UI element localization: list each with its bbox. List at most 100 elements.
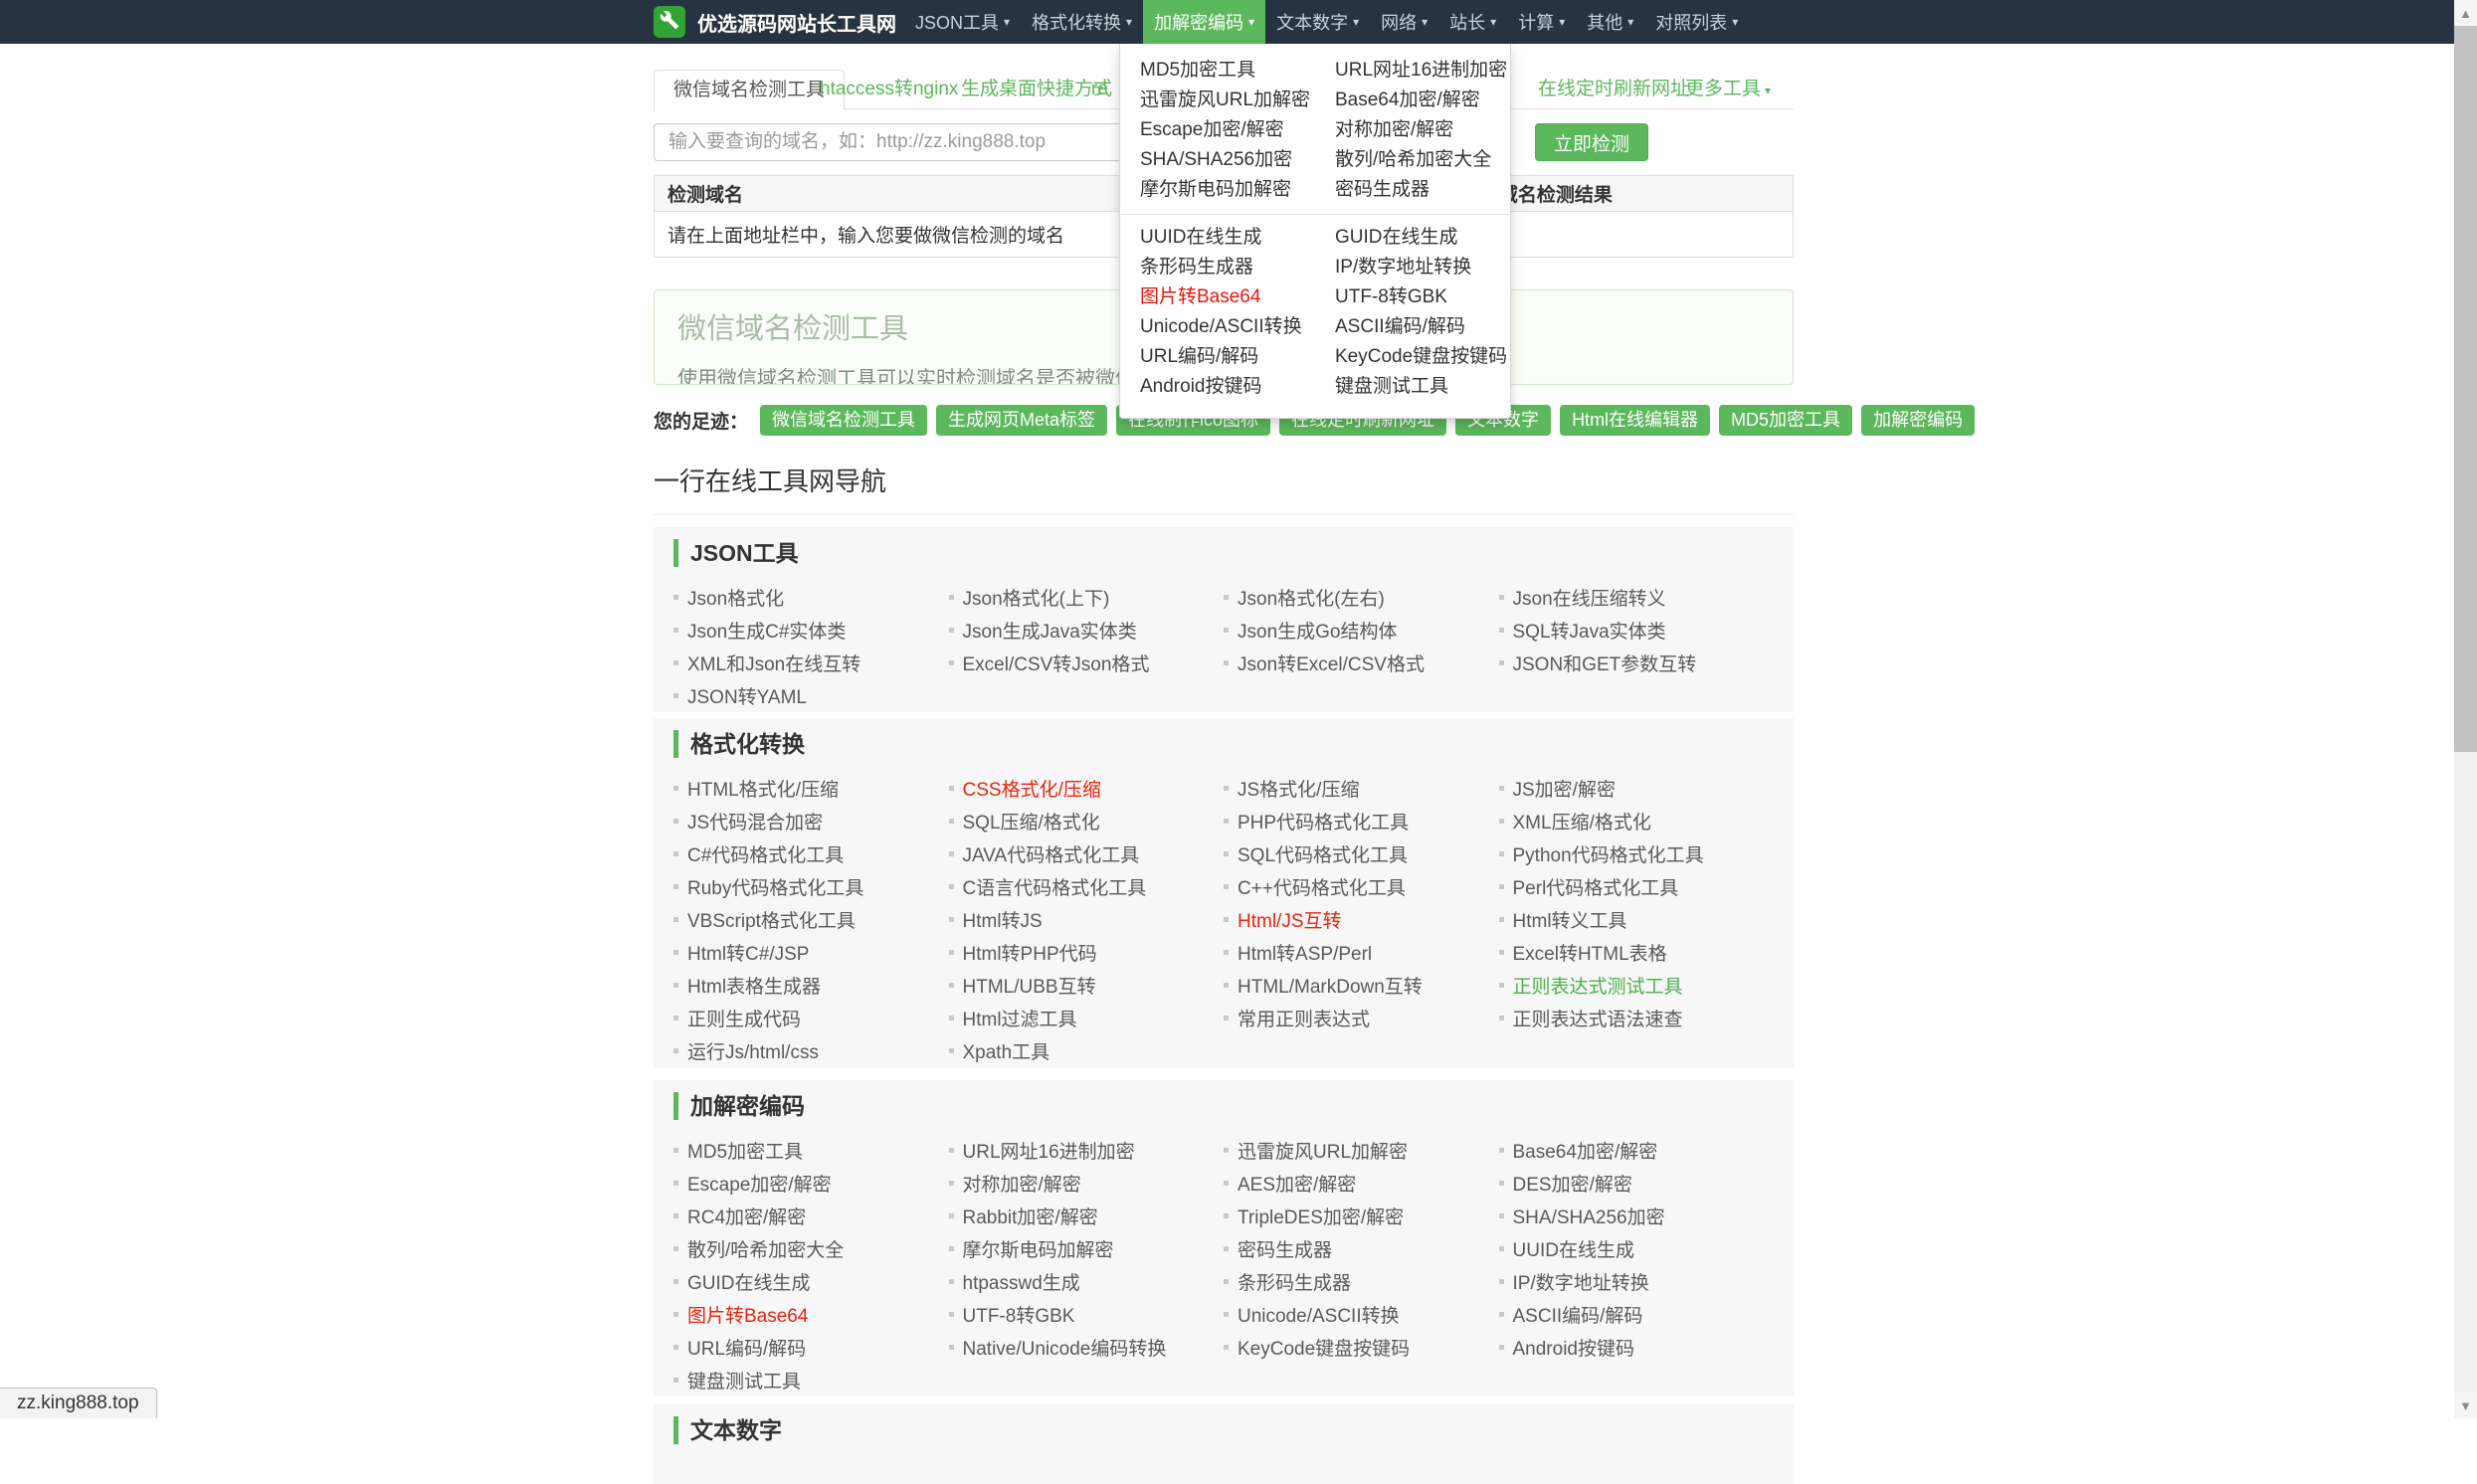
dropdown-item[interactable]: ASCII编码/解码 (1335, 316, 1465, 337)
nav-item[interactable]: 对照列表 ▾ (1655, 13, 1739, 33)
tool-link[interactable]: Html转PHP代码 (962, 944, 1097, 965)
tool-link[interactable]: URL网址16进制加密 (962, 1142, 1135, 1163)
dropdown-item[interactable]: IP/数字地址转换 (1335, 257, 1472, 278)
tool-link[interactable]: SHA/SHA256加密 (1512, 1207, 1665, 1228)
tool-link[interactable]: HTML格式化/压缩 (687, 780, 840, 801)
tool-link[interactable]: 散列/哈希加密大全 (687, 1240, 845, 1261)
tool-link[interactable]: Json格式化 (687, 589, 785, 610)
tool-link[interactable]: Html转ASP/Perl (1238, 944, 1373, 965)
tool-link[interactable]: GUID在线生成 (687, 1273, 811, 1294)
tool-link[interactable]: Xpath工具 (962, 1042, 1050, 1063)
tool-link[interactable]: Json格式化(左右) (1238, 589, 1385, 610)
dropdown-item[interactable]: URL编码/解码 (1140, 346, 1259, 367)
dropdown-item[interactable]: 迅雷旋风URL加解密 (1140, 90, 1311, 110)
tool-link[interactable]: Json生成C#实体类 (687, 622, 847, 643)
tool-link[interactable]: Json生成Go结构体 (1238, 622, 1398, 643)
tool-link[interactable]: HTML/MarkDown互转 (1238, 977, 1423, 998)
tool-link[interactable]: UUID在线生成 (1512, 1240, 1634, 1261)
scroll-up-icon[interactable]: ▲ (2454, 0, 2477, 26)
nav-item[interactable]: 网络 ▾ (1381, 13, 1429, 33)
tool-link[interactable]: Native/Unicode编码转换 (962, 1339, 1167, 1360)
tab-4[interactable]: re (1091, 79, 1108, 99)
tool-link[interactable]: htpasswd生成 (962, 1273, 1080, 1294)
dropdown-item[interactable]: 散列/哈希加密大全 (1335, 149, 1492, 170)
tool-link[interactable]: Html过滤工具 (962, 1010, 1077, 1030)
tool-link[interactable]: SQL转Java实体类 (1512, 622, 1666, 643)
tool-link[interactable]: Html表格生成器 (687, 977, 822, 998)
tool-link[interactable]: 键盘测试工具 (687, 1372, 802, 1392)
site-logo[interactable] (654, 6, 685, 38)
tool-link[interactable]: VBScript格式化工具 (687, 911, 856, 932)
tool-link[interactable]: JSON和GET参数互转 (1512, 654, 1697, 675)
tool-link[interactable]: Json转Excel/CSV格式 (1238, 654, 1425, 675)
tool-link[interactable]: JS加密/解密 (1512, 780, 1616, 801)
tool-link[interactable]: Excel/CSV转Json格式 (962, 654, 1150, 675)
tab-2[interactable]: htaccess转nginx (820, 79, 959, 99)
dropdown-item[interactable]: Escape加密/解密 (1140, 119, 1284, 140)
tool-link[interactable]: 迅雷旋风URL加解密 (1238, 1142, 1409, 1163)
tool-link[interactable]: CSS格式化/压缩 (962, 780, 1101, 801)
dropdown-item[interactable]: GUID在线生成 (1335, 227, 1458, 248)
tool-link[interactable]: SQL代码格式化工具 (1238, 845, 1409, 866)
tool-link[interactable]: Android按键码 (1512, 1339, 1635, 1360)
tool-link[interactable]: 图片转Base64 (687, 1306, 809, 1327)
tool-link[interactable]: DES加密/解密 (1512, 1175, 1632, 1196)
tool-link[interactable]: HTML/UBB互转 (962, 977, 1096, 998)
check-now-button[interactable]: 立即检测 (1535, 123, 1649, 161)
tool-link[interactable]: JAVA代码格式化工具 (962, 845, 1140, 866)
dropdown-item[interactable]: 图片转Base64 (1140, 286, 1261, 307)
nav-item[interactable]: 加解密编码 ▾ (1143, 0, 1266, 44)
dropdown-item[interactable]: Unicode/ASCII转换 (1140, 316, 1302, 337)
tool-link[interactable]: Rabbit加密/解密 (962, 1207, 1098, 1228)
dropdown-item[interactable]: SHA/SHA256加密 (1140, 149, 1293, 170)
tool-link[interactable]: XML和Json在线互转 (687, 654, 861, 675)
tool-link[interactable]: 密码生成器 (1238, 1240, 1333, 1261)
tool-link[interactable]: Base64加密/解密 (1512, 1142, 1658, 1163)
dropdown-item[interactable]: UTF-8转GBK (1335, 286, 1447, 307)
tool-link[interactable]: Html转C#/JSP (687, 944, 810, 965)
tool-link[interactable]: Perl代码格式化工具 (1512, 878, 1679, 899)
dropdown-item[interactable]: UUID在线生成 (1140, 227, 1262, 248)
footprint-button[interactable]: Html在线编辑器 (1560, 405, 1711, 436)
tool-link[interactable]: IP/数字地址转换 (1512, 1273, 1649, 1294)
tool-link[interactable]: PHP代码格式化工具 (1238, 813, 1410, 834)
nav-item[interactable]: 其他 ▾ (1587, 13, 1634, 33)
tool-link[interactable]: AES加密/解密 (1238, 1175, 1357, 1196)
tool-link[interactable]: Ruby代码格式化工具 (687, 878, 864, 899)
tool-link[interactable]: JSON转YAML (687, 687, 808, 708)
tool-link[interactable]: Html转JS (962, 911, 1043, 932)
tab-6[interactable]: 更多工具 ▾ (1685, 79, 1772, 99)
tool-link[interactable]: RC4加密/解密 (687, 1207, 807, 1228)
tool-link[interactable]: 正则生成代码 (687, 1010, 802, 1030)
tool-link[interactable]: Escape加密/解密 (687, 1175, 832, 1196)
tool-link[interactable]: Html/JS互转 (1238, 911, 1342, 932)
tool-link[interactable]: XML压缩/格式化 (1512, 813, 1651, 834)
footprint-button[interactable]: 生成网页Meta标签 (936, 405, 1108, 436)
tool-link[interactable]: UTF-8转GBK (962, 1306, 1075, 1327)
nav-item[interactable]: JSON工具 ▾ (915, 13, 1011, 33)
dropdown-item[interactable]: MD5加密工具 (1140, 60, 1256, 81)
nav-item[interactable]: 站长 ▾ (1449, 13, 1497, 33)
dropdown-item[interactable]: 条形码生成器 (1140, 257, 1254, 278)
site-title[interactable]: 优选源码网站长工具网 (697, 13, 896, 36)
nav-item[interactable]: 文本数字 ▾ (1276, 13, 1360, 33)
dropdown-item[interactable]: 对称加密/解密 (1335, 119, 1454, 140)
tool-link[interactable]: Python代码格式化工具 (1512, 845, 1704, 866)
tool-link[interactable]: Json在线压缩转义 (1512, 589, 1666, 610)
tool-link[interactable]: C#代码格式化工具 (687, 845, 845, 866)
tool-link[interactable]: ASCII编码/解码 (1512, 1306, 1643, 1327)
tool-link[interactable]: JS格式化/压缩 (1238, 780, 1360, 801)
footprint-button[interactable]: 加解密编码 (1861, 405, 1976, 436)
dropdown-item[interactable]: 摩尔斯电码加解密 (1140, 179, 1292, 200)
tool-link[interactable]: 常用正则表达式 (1238, 1010, 1371, 1030)
tab-3[interactable]: 生成桌面快捷方式 (961, 79, 1113, 99)
dropdown-item[interactable]: Android按键码 (1140, 376, 1262, 397)
footprint-button[interactable]: MD5加密工具 (1719, 405, 1853, 436)
tool-link[interactable]: JS代码混合加密 (687, 813, 824, 834)
dropdown-item[interactable]: KeyCode键盘按键码 (1335, 346, 1508, 367)
tab-5[interactable]: 在线定时刷新网址 (1538, 79, 1690, 99)
tool-link[interactable]: Excel转HTML表格 (1512, 944, 1667, 965)
nav-item[interactable]: 计算 ▾ (1518, 13, 1566, 33)
tool-link[interactable]: 摩尔斯电码加解密 (962, 1240, 1114, 1261)
scroll-down-icon[interactable]: ▼ (2454, 1392, 2477, 1418)
